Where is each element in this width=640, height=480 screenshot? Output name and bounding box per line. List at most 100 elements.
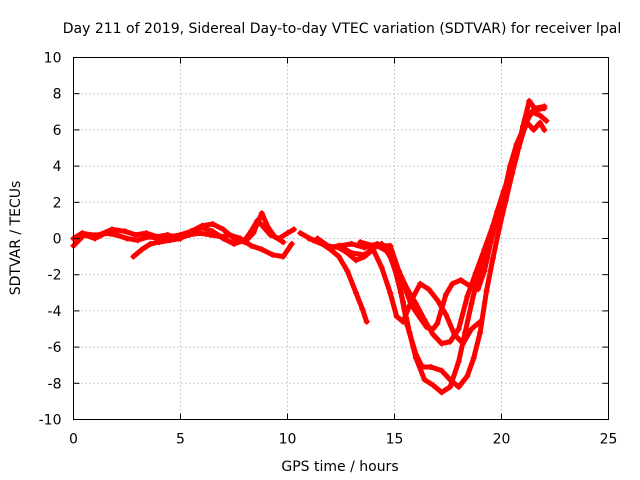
y-tick-label: -10	[39, 413, 62, 429]
x-axis-label: GPS time / hours	[281, 459, 398, 475]
data-point	[288, 240, 295, 247]
data-point	[455, 383, 462, 390]
data-point	[121, 228, 128, 235]
y-tick-label: 10	[44, 51, 62, 67]
y-tick-label: -4	[48, 304, 62, 320]
data-point	[147, 240, 154, 247]
data-point	[353, 257, 359, 264]
data-point	[378, 264, 385, 271]
data-point	[248, 242, 255, 249]
data-point	[335, 242, 342, 249]
data-point	[481, 268, 488, 275]
data-point	[427, 364, 434, 370]
data-point	[528, 108, 535, 115]
data-point	[374, 242, 381, 249]
data-point	[541, 105, 548, 112]
data-point	[387, 250, 394, 256]
data-point	[284, 230, 291, 237]
data-point	[87, 231, 94, 238]
data-point	[258, 210, 265, 217]
data-point	[209, 221, 216, 227]
data-point	[395, 268, 402, 275]
x-tick-label: 20	[493, 432, 511, 448]
data-point	[297, 230, 304, 237]
data-point	[348, 250, 355, 256]
data-point	[442, 311, 449, 318]
data-point	[475, 286, 481, 293]
data-point	[196, 230, 203, 237]
data-point	[481, 246, 488, 253]
data-point	[504, 177, 511, 184]
data-point	[314, 235, 321, 242]
data-point	[156, 239, 163, 246]
data-point	[421, 316, 428, 323]
data-point	[79, 230, 86, 237]
data-point	[470, 355, 477, 361]
data-point	[357, 239, 364, 246]
y-tick-label: -2	[48, 268, 62, 284]
data-point	[447, 383, 454, 390]
series-track-i	[374, 119, 548, 347]
x-tick-label: 15	[386, 432, 404, 448]
data-point	[537, 112, 543, 119]
data-point	[434, 320, 441, 327]
data-point	[438, 389, 445, 396]
data-point	[462, 329, 469, 336]
data-point	[464, 293, 471, 300]
series-line	[306, 236, 370, 325]
y-tick-label: 4	[53, 159, 62, 175]
data-point	[130, 253, 137, 260]
data-point	[417, 280, 424, 287]
data-point	[442, 291, 449, 298]
data-point	[359, 306, 366, 313]
y-tick-label: -6	[48, 340, 62, 356]
data-point	[258, 246, 265, 253]
data-point	[438, 367, 445, 374]
data-point	[406, 329, 413, 336]
chart-title: Day 211 of 2019, Sidereal Day-to-day VTE…	[63, 21, 621, 37]
data-point	[327, 244, 334, 251]
data-point	[218, 233, 225, 240]
data-point	[408, 302, 415, 309]
data-point	[280, 253, 287, 260]
data-point	[489, 255, 496, 262]
data-point	[468, 300, 475, 307]
data-point	[483, 288, 490, 294]
data-point	[400, 298, 407, 305]
series-track-b	[70, 226, 295, 260]
data-point	[134, 237, 141, 244]
data-point	[220, 226, 227, 233]
data-point	[496, 224, 503, 231]
y-tick-label: -8	[48, 376, 62, 392]
data-point	[468, 326, 475, 332]
data-point	[250, 230, 257, 237]
series-track-h	[314, 108, 550, 332]
data-point	[537, 119, 543, 126]
data-point	[207, 231, 214, 238]
data-point	[393, 313, 400, 320]
data-point	[477, 329, 484, 336]
data-point	[543, 117, 550, 124]
data-point	[412, 300, 419, 307]
data-point	[511, 155, 518, 162]
x-tick-label: 5	[176, 432, 185, 448]
series-layer	[70, 97, 550, 396]
data-point	[231, 240, 237, 247]
data-point	[455, 358, 462, 365]
data-point	[457, 277, 464, 284]
data-point	[412, 355, 419, 361]
data-point	[164, 231, 171, 238]
data-point	[387, 289, 394, 296]
data-point	[290, 226, 297, 233]
data-point	[498, 199, 505, 206]
data-point	[188, 228, 195, 235]
data-point	[517, 134, 524, 141]
y-tick-label: 2	[53, 195, 62, 211]
data-point	[109, 226, 115, 233]
y-tick-label: 8	[53, 87, 62, 103]
data-point	[265, 224, 272, 231]
data-point	[430, 331, 436, 338]
data-point	[139, 246, 145, 253]
y-axis-label: SDTVAR / TECUs	[8, 181, 24, 296]
